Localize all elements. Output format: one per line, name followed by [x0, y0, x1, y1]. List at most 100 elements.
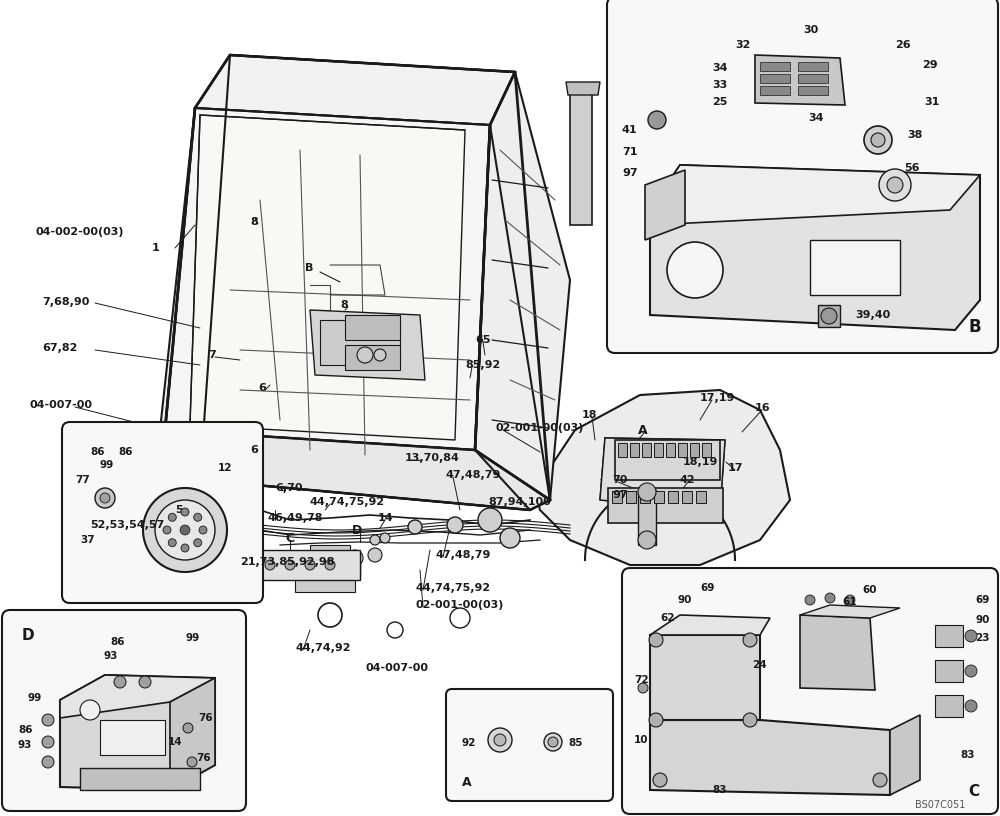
Circle shape — [347, 550, 363, 566]
Text: 92: 92 — [462, 738, 476, 748]
Text: 18,19: 18,19 — [683, 457, 718, 467]
Text: 76: 76 — [196, 753, 211, 763]
Circle shape — [305, 560, 315, 570]
Text: 61: 61 — [842, 597, 856, 607]
Circle shape — [638, 483, 656, 501]
Text: 04-007-00: 04-007-00 — [365, 663, 428, 673]
Text: 7,68,90: 7,68,90 — [42, 297, 89, 307]
Polygon shape — [566, 82, 600, 95]
Polygon shape — [650, 615, 770, 635]
Text: 1: 1 — [152, 243, 160, 253]
Text: 14: 14 — [378, 513, 394, 523]
Text: 37: 37 — [80, 535, 95, 545]
Circle shape — [374, 349, 386, 361]
Circle shape — [548, 737, 558, 747]
Circle shape — [965, 700, 977, 712]
Circle shape — [180, 525, 190, 535]
Text: 70: 70 — [612, 475, 627, 485]
Circle shape — [139, 676, 151, 688]
Circle shape — [408, 520, 422, 534]
Text: 02-001-00(03): 02-001-00(03) — [415, 600, 503, 610]
Bar — [690, 443, 699, 457]
Text: 04-007-00: 04-007-00 — [30, 400, 93, 410]
Circle shape — [500, 528, 520, 548]
Circle shape — [181, 508, 189, 516]
Polygon shape — [60, 675, 215, 790]
Text: 85,92: 85,92 — [465, 360, 500, 370]
Circle shape — [380, 533, 390, 543]
Circle shape — [183, 723, 193, 733]
Text: 99: 99 — [185, 633, 199, 643]
Bar — [678, 443, 687, 457]
FancyBboxPatch shape — [446, 689, 613, 801]
FancyBboxPatch shape — [607, 0, 998, 353]
Text: 17,19: 17,19 — [700, 393, 735, 403]
Circle shape — [357, 347, 373, 363]
Bar — [100, 720, 165, 755]
Bar — [702, 443, 711, 457]
Bar — [345, 315, 400, 340]
Circle shape — [194, 539, 202, 547]
Text: 71: 71 — [622, 147, 638, 157]
Circle shape — [42, 736, 54, 748]
Bar — [295, 577, 355, 592]
Text: B: B — [968, 318, 981, 336]
Circle shape — [805, 595, 815, 605]
Text: 93: 93 — [103, 651, 117, 661]
Text: 6: 6 — [258, 383, 266, 393]
Bar — [654, 443, 663, 457]
Polygon shape — [650, 720, 890, 795]
Bar — [935, 625, 963, 647]
Circle shape — [864, 126, 892, 154]
Polygon shape — [890, 715, 920, 795]
Circle shape — [265, 560, 275, 570]
Circle shape — [181, 544, 189, 552]
Bar — [642, 443, 651, 457]
Bar — [682, 491, 692, 503]
Polygon shape — [310, 310, 425, 380]
Text: 99: 99 — [28, 693, 42, 703]
Polygon shape — [800, 605, 900, 618]
Bar — [798, 62, 828, 71]
Polygon shape — [195, 55, 515, 125]
Bar — [654, 491, 664, 503]
Circle shape — [100, 493, 110, 503]
Bar — [798, 86, 828, 95]
Text: 6: 6 — [250, 445, 258, 455]
Circle shape — [42, 756, 54, 768]
Text: C: C — [285, 531, 294, 544]
Circle shape — [871, 133, 885, 147]
Bar — [320, 320, 400, 365]
Polygon shape — [755, 55, 845, 105]
Text: 86: 86 — [110, 637, 124, 647]
Text: 26: 26 — [895, 40, 911, 50]
Text: 44,74,75,92: 44,74,75,92 — [415, 583, 490, 593]
Circle shape — [667, 242, 723, 298]
Text: 56: 56 — [904, 163, 920, 173]
Circle shape — [114, 676, 126, 688]
Text: 90: 90 — [677, 595, 691, 605]
Polygon shape — [165, 430, 550, 510]
Bar — [760, 62, 790, 71]
Circle shape — [965, 665, 977, 677]
Polygon shape — [190, 115, 465, 440]
Circle shape — [194, 513, 202, 521]
Text: 5: 5 — [175, 505, 183, 515]
Circle shape — [544, 733, 562, 751]
FancyBboxPatch shape — [62, 422, 263, 603]
Text: 8: 8 — [250, 217, 258, 227]
Bar — [608, 488, 723, 523]
Circle shape — [199, 526, 207, 534]
Bar — [760, 74, 790, 83]
Bar — [290, 555, 360, 577]
Text: 86: 86 — [90, 447, 104, 457]
Text: A: A — [638, 424, 648, 437]
Circle shape — [168, 539, 176, 547]
Text: 02-001-00(03): 02-001-00(03) — [495, 423, 583, 433]
Text: 10: 10 — [634, 735, 648, 745]
Text: 8: 8 — [340, 300, 348, 310]
Bar — [626, 491, 636, 503]
Text: 46,49,78: 46,49,78 — [268, 513, 324, 523]
Polygon shape — [645, 170, 685, 240]
Text: 72: 72 — [634, 675, 649, 685]
